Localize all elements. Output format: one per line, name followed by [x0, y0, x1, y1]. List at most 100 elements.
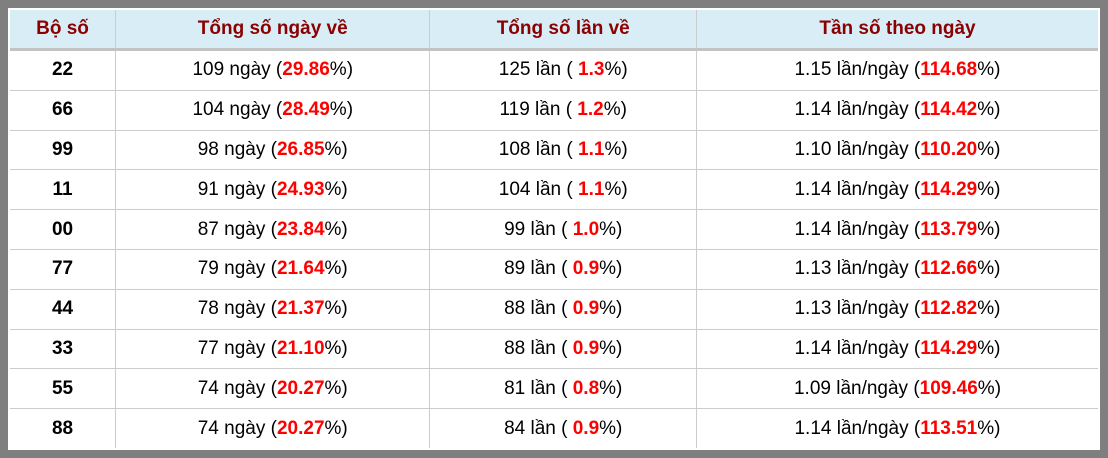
times-text: 119 lần ( [499, 99, 578, 121]
frequency-cell: 1.14 lần/ngày (114.29%) [696, 169, 1098, 210]
frequency-suffix: %) [977, 178, 1001, 200]
pair-number: 22 [51, 59, 74, 81]
days-text: 74 ngày ( [197, 417, 277, 439]
total-times-cell: 81 lần ( 0.8%) [429, 368, 697, 409]
frequency-text: 1.09 lần/ngày ( [793, 377, 920, 399]
days-text: 109 ngày ( [192, 59, 283, 81]
times-suffix: %) [599, 258, 623, 280]
days-percent: 21.64 [276, 258, 325, 280]
days-text: 79 ngày ( [197, 258, 277, 280]
times-percent: 0.8 [572, 377, 600, 399]
days-percent: 20.27 [276, 377, 325, 399]
days-text: 91 ngày ( [197, 178, 277, 200]
times-suffix: %) [599, 417, 623, 439]
pair-number-cell: 77 [10, 248, 116, 290]
days-suffix: %) [324, 218, 348, 240]
times-percent: 1.1 [578, 178, 605, 200]
pair-number-cell: 66 [10, 89, 116, 131]
frequency-suffix: %) [977, 298, 1001, 320]
table-row: 99 98 ngày (26.85%) 108 lần ( 1.1%) 1.10… [10, 129, 1098, 170]
pair-number: 77 [51, 258, 74, 280]
table-row: 00 87 ngày (23.84%) 99 lần ( 1.0%) 1.14 … [10, 209, 1098, 250]
table-row: 33 77 ngày (21.10%) 88 lần ( 0.9%) 1.14 … [10, 328, 1098, 369]
times-text: 84 lần ( [504, 417, 573, 439]
frequency-text: 1.14 lần/ngày ( [794, 337, 921, 359]
pair-number-cell: 00 [10, 209, 116, 250]
pair-number-cell: 11 [10, 169, 116, 210]
days-text: 104 ngày ( [192, 99, 283, 121]
total-days-cell: 77 ngày (21.10%) [115, 328, 430, 369]
frequency-percent: 112.82 [920, 298, 978, 320]
times-text: 88 lần ( [504, 298, 573, 320]
days-text: 98 ngày ( [197, 139, 277, 161]
frequency-text: 1.14 lần/ngày ( [794, 218, 921, 240]
total-days-cell: 109 ngày (29.86%) [115, 49, 430, 91]
total-times-cell: 88 lần ( 0.9%) [429, 288, 697, 330]
frequency-suffix: %) [977, 258, 1001, 280]
times-percent: 1.2 [577, 99, 604, 121]
times-suffix: %) [599, 298, 623, 320]
days-percent: 26.85 [276, 139, 325, 161]
days-percent: 21.10 [276, 337, 325, 359]
frequency-suffix: %) [977, 139, 1001, 161]
total-times-cell: 84 lần ( 0.9%) [429, 408, 697, 448]
table-header-row: Bộ số Tổng số ngày về Tổng số lần về Tần… [10, 10, 1098, 51]
days-suffix: %) [324, 178, 348, 200]
times-percent: 0.9 [572, 417, 600, 439]
frequency-cell: 1.13 lần/ngày (112.82%) [696, 288, 1098, 330]
frequency-percent: 112.66 [920, 258, 978, 280]
pair-number: 66 [51, 99, 74, 121]
total-times-cell: 88 lần ( 0.9%) [429, 328, 697, 369]
table-row: 77 79 ngày (21.64%) 89 lần ( 0.9%) 1.13 … [10, 248, 1098, 290]
table-row: 11 91 ngày (24.93%) 104 lần ( 1.1%) 1.14… [10, 169, 1098, 210]
frequency-suffix: %) [977, 377, 1002, 399]
frequency-percent: 114.42 [920, 99, 978, 121]
pair-number: 00 [51, 218, 74, 240]
frequency-suffix: %) [977, 59, 1001, 81]
table-row: 66 104 ngày (28.49%) 119 lần ( 1.2%) 1.1… [10, 89, 1098, 131]
days-percent: 20.27 [276, 417, 325, 439]
frequency-cell: 1.14 lần/ngày (113.79%) [696, 209, 1098, 250]
pair-number-cell: 44 [10, 288, 116, 330]
pair-number-cell: 33 [10, 328, 116, 369]
days-suffix: %) [324, 258, 348, 280]
frequency-suffix: %) [977, 99, 1001, 121]
table-row: 55 74 ngày (20.27%) 81 lần ( 0.8%) 1.09 … [10, 368, 1098, 409]
times-percent: 0.9 [572, 298, 600, 320]
frequency-percent: 113.51 [920, 417, 978, 439]
frequency-cell: 1.14 lần/ngày (114.42%) [696, 89, 1098, 131]
total-times-cell: 119 lần ( 1.2%) [429, 89, 697, 131]
times-suffix: %) [599, 218, 623, 240]
days-percent: 21.37 [276, 298, 325, 320]
days-suffix: %) [324, 139, 348, 161]
frequency-cell: 1.14 lần/ngày (114.29%) [696, 328, 1098, 369]
times-suffix: %) [604, 59, 628, 81]
header-frequency-per-day: Tần số theo ngày [696, 10, 1098, 51]
pair-number-cell: 55 [10, 368, 116, 409]
frequency-suffix: %) [977, 337, 1001, 359]
total-times-cell: 108 lần ( 1.1%) [429, 129, 697, 170]
days-percent: 23.84 [276, 218, 325, 240]
frequency-text: 1.13 lần/ngày ( [794, 298, 921, 320]
days-suffix: %) [324, 377, 348, 399]
total-days-cell: 87 ngày (23.84%) [115, 209, 430, 250]
table-row: 88 74 ngày (20.27%) 84 lần ( 0.9%) 1.14 … [10, 408, 1098, 448]
total-days-cell: 78 ngày (21.37%) [115, 288, 430, 330]
frequency-suffix: %) [977, 417, 1001, 439]
times-percent: 1.0 [572, 218, 600, 240]
frequency-cell: 1.14 lần/ngày (113.51%) [696, 408, 1098, 448]
frequency-cell: 1.13 lần/ngày (112.66%) [696, 248, 1098, 290]
total-times-cell: 89 lần ( 0.9%) [429, 248, 697, 290]
total-times-cell: 125 lần ( 1.3%) [429, 49, 697, 91]
pair-number: 99 [51, 139, 74, 161]
days-text: 87 ngày ( [197, 218, 277, 240]
total-days-cell: 74 ngày (20.27%) [115, 408, 430, 448]
frequency-cell: 1.10 lần/ngày (110.20%) [696, 129, 1098, 170]
times-text: 125 lần ( [498, 59, 579, 81]
days-suffix: %) [324, 417, 348, 439]
total-days-cell: 91 ngày (24.93%) [115, 169, 430, 210]
days-percent: 28.49 [282, 99, 330, 121]
frequency-text: 1.13 lần/ngày ( [794, 258, 921, 280]
total-times-cell: 104 lần ( 1.1%) [429, 169, 697, 210]
